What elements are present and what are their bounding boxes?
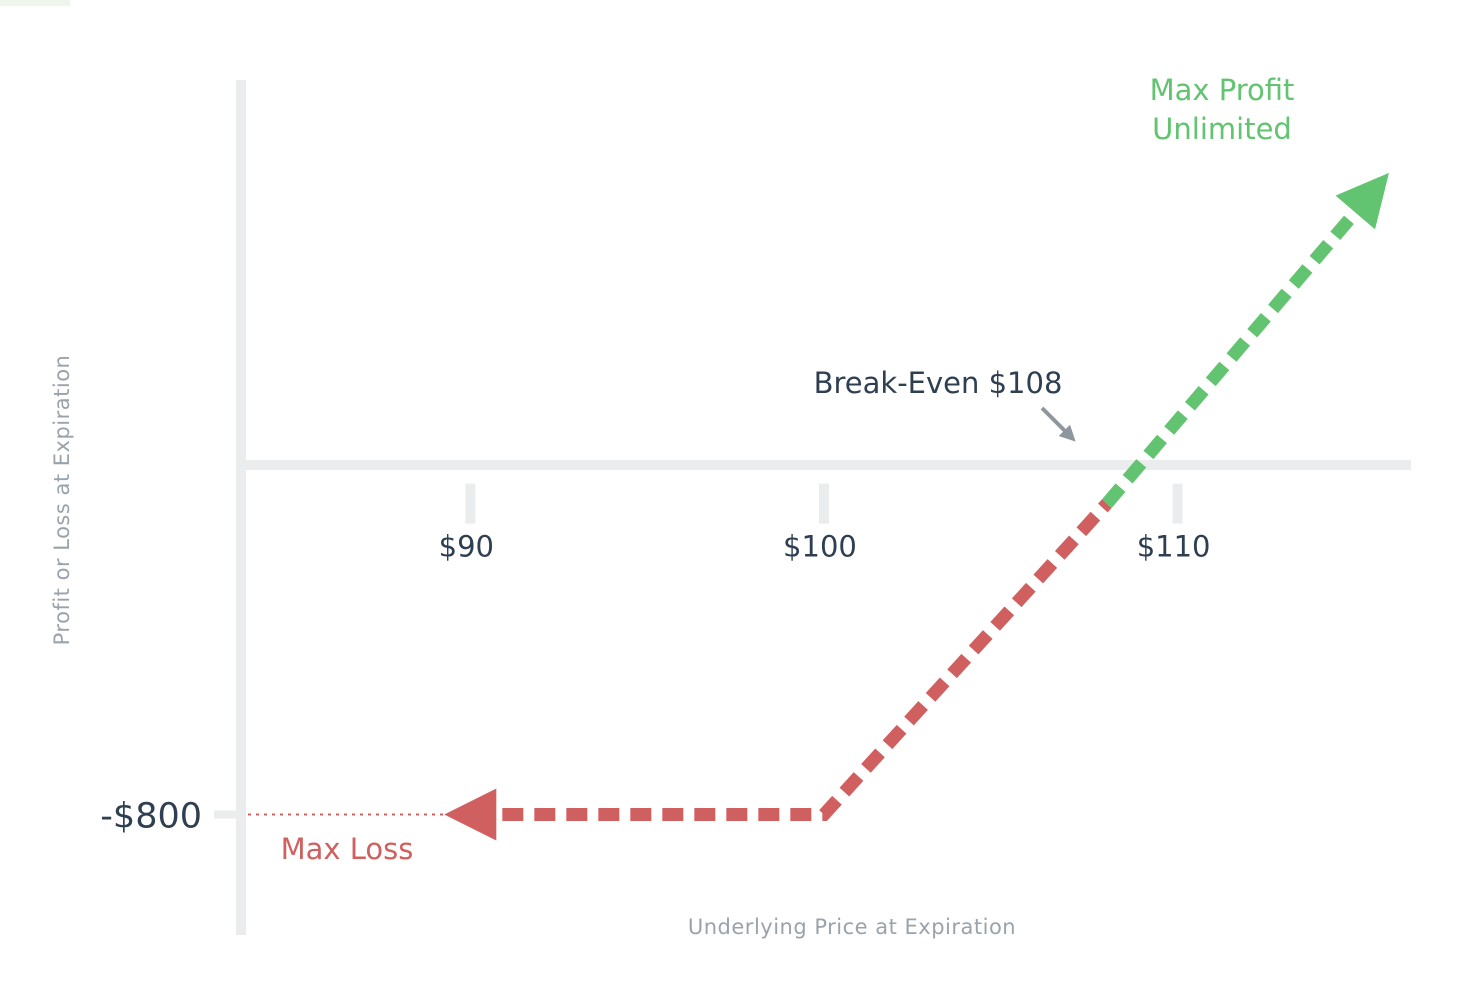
loss-segment-line — [444, 499, 1112, 841]
x-tick-label: $110 — [1137, 530, 1211, 564]
x-ticks: $90 $100 $110 — [439, 483, 1211, 564]
profit-segment-line — [1101, 172, 1389, 508]
x-tick-label: $90 — [439, 530, 494, 564]
y-axis-title: Profit or Loss at Expiration — [50, 355, 74, 646]
x-tick-label: $100 — [783, 530, 857, 564]
payoff-series — [444, 172, 1389, 841]
corner-decoration — [0, 0, 70, 6]
break-even-pointer-arrow — [1040, 406, 1076, 442]
y-ticks: -$800 — [100, 797, 244, 837]
max-profit-sublabel: Unlimited — [1152, 112, 1292, 146]
break-even-label: Break-Even $108 — [814, 366, 1063, 400]
max-profit-label: Max Profit — [1150, 73, 1295, 107]
y-tick-label: -$800 — [100, 797, 202, 837]
x-axis-title: Underlying Price at Expiration — [688, 915, 1016, 939]
max-loss-label: Max Loss — [281, 832, 414, 866]
